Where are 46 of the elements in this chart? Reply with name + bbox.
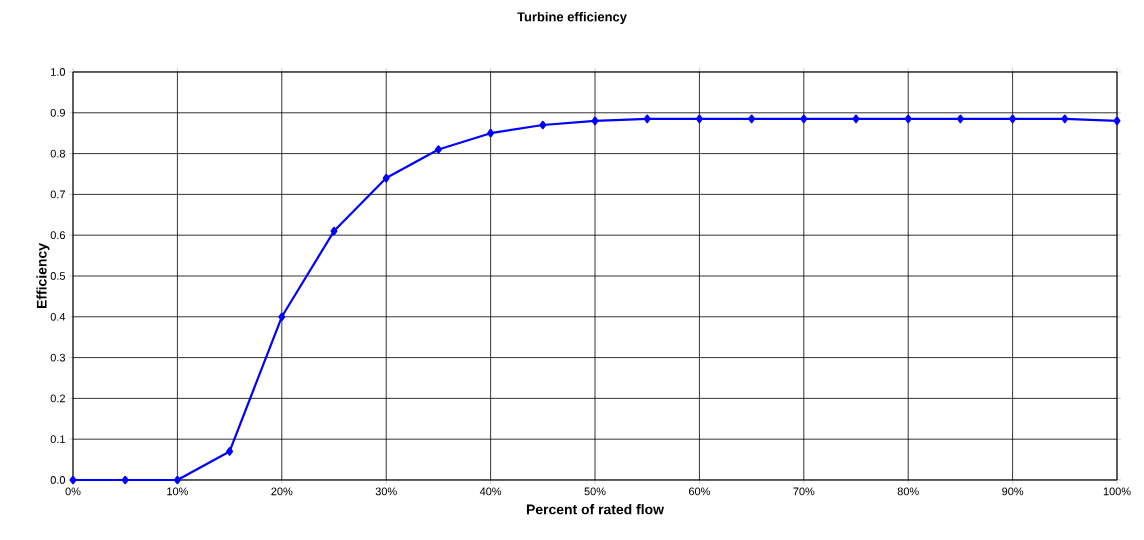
- y-tick-label: 0.7: [50, 190, 65, 199]
- y-tick-label: 0.5: [50, 272, 66, 280]
- y-tick-label: 0.1: [50, 435, 65, 444]
- point: [330, 226, 338, 236]
- y-tick-label: 0.4: [50, 312, 66, 321]
- point: [1009, 114, 1017, 124]
- point: [904, 114, 912, 124]
- point: [748, 114, 756, 124]
- point: [121, 475, 129, 485]
- x-tick-label: 0%: [65, 487, 81, 496]
- x-tick-label: 60%: [689, 487, 710, 496]
- point: [956, 114, 964, 124]
- point: [173, 475, 181, 485]
- point: [591, 116, 599, 126]
- y-tick-label: 1.0: [51, 68, 66, 76]
- x-tick-label: 40%: [479, 487, 502, 496]
- chart-title: Turbine efficiency: [517, 11, 627, 25]
- x-tick-label: 90%: [1002, 487, 1024, 496]
- y-tick-label: 0.3: [50, 353, 65, 362]
- x-tick-label: 70%: [793, 487, 815, 496]
- x-tick-label: 20%: [271, 487, 293, 496]
- x-tick-label: 30%: [375, 487, 397, 496]
- x-tick-label: 80%: [897, 487, 919, 496]
- x-tick-label: 10%: [167, 487, 188, 496]
- y-tick-label: 0.9: [50, 108, 65, 117]
- point: [382, 173, 390, 183]
- point: [1113, 116, 1121, 126]
- x-tick-label: 100%: [1103, 487, 1131, 496]
- point: [695, 114, 703, 124]
- point: [1061, 114, 1069, 124]
- point: [852, 114, 860, 124]
- x-tick-label: 50%: [584, 487, 606, 496]
- y-axis-title: Efficiency: [36, 243, 50, 308]
- point: [643, 114, 651, 124]
- point: [539, 120, 547, 130]
- y-tick-label: 0.2: [50, 394, 65, 403]
- point: [800, 114, 808, 124]
- y-tick-label: 0.6: [50, 231, 65, 240]
- point: [487, 128, 495, 138]
- point: [69, 475, 77, 485]
- y-tick-label: 0.0: [50, 476, 66, 484]
- point: [226, 447, 234, 456]
- x-axis-title: Percent of rated flow: [526, 504, 664, 515]
- point: [278, 312, 286, 322]
- y-tick-label: 0.8: [50, 149, 65, 158]
- point: [434, 145, 442, 154]
